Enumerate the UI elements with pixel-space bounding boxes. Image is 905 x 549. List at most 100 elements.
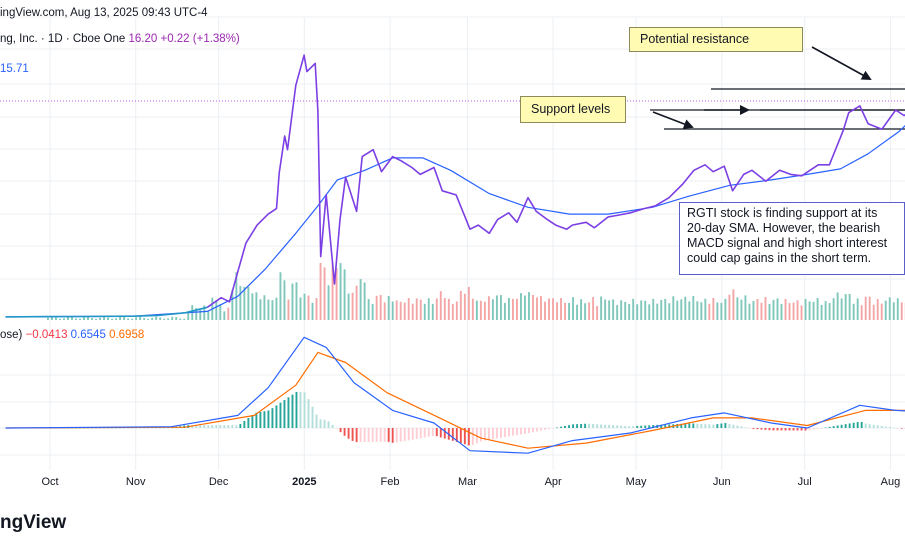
macd-histogram-bar xyxy=(760,428,763,430)
macd-histogram-bar xyxy=(620,425,623,428)
volume-bar xyxy=(700,302,703,320)
x-tick-label: Mar xyxy=(458,476,477,488)
macd-histogram-bar xyxy=(664,424,667,428)
volume-bar xyxy=(892,302,895,320)
volume-bar xyxy=(195,307,198,320)
macd-histogram-bar xyxy=(552,428,554,429)
volume-bar xyxy=(744,295,747,320)
macd-histogram-bar xyxy=(676,424,679,428)
volume-bar xyxy=(107,317,110,320)
macd-label: ose) xyxy=(0,329,23,341)
volume-bar xyxy=(792,302,795,320)
volume-bar xyxy=(552,298,554,320)
macd-histogram-bar xyxy=(463,428,466,445)
volume-bar xyxy=(560,298,562,320)
volume-bar xyxy=(319,263,322,320)
volume-bar xyxy=(215,300,218,320)
macd-histogram-bar xyxy=(407,428,410,441)
macd-histogram-bar xyxy=(768,428,771,431)
volume-bar xyxy=(511,298,514,320)
macd-histogram-bar xyxy=(872,424,875,428)
volume-bar xyxy=(868,296,871,320)
volume-bar xyxy=(399,301,402,320)
signal-line-value: 0.6958 xyxy=(109,329,145,341)
macd-histogram-bar xyxy=(816,428,819,429)
volume-bar xyxy=(896,298,899,320)
volume-bar xyxy=(83,317,85,320)
volume-bar xyxy=(572,297,575,320)
macd-histogram-bar xyxy=(852,422,855,428)
volume-bar xyxy=(483,301,486,320)
volume-bar xyxy=(267,299,270,320)
macd-histogram-bar xyxy=(235,425,238,428)
macd-histogram-bar xyxy=(844,424,847,428)
signal-line xyxy=(5,351,905,449)
volume-bar xyxy=(287,299,290,320)
macd-histogram-bar xyxy=(275,405,278,428)
macd-histogram-bar xyxy=(479,428,482,442)
price-grid xyxy=(0,16,905,470)
volume-bar xyxy=(752,300,755,320)
volume-bar xyxy=(379,295,382,320)
symbol-line: ng, Inc. · 1D · Cboe One xyxy=(0,33,126,45)
macd-histogram-bar xyxy=(888,427,891,428)
macd-histogram-bar xyxy=(291,394,294,428)
volume-bar xyxy=(447,298,450,320)
volume-bar xyxy=(716,302,719,320)
macd-histogram-bar xyxy=(728,423,731,428)
macd-histogram-bar xyxy=(203,425,206,428)
volume-bar xyxy=(520,293,522,320)
volume-bar xyxy=(524,295,526,320)
volume-bar xyxy=(207,311,210,320)
price-line xyxy=(206,54,905,308)
macd-histogram-bar xyxy=(812,428,815,430)
volume-bar xyxy=(259,299,262,320)
volume-bar xyxy=(624,301,627,320)
macd-histogram-bar xyxy=(668,424,671,428)
macd-histogram-bar xyxy=(451,428,454,441)
macd-histogram-bar xyxy=(331,424,334,428)
macd-histogram-bar xyxy=(387,428,390,442)
x-tick-label: May xyxy=(626,476,647,488)
macd-histogram-bar xyxy=(880,425,883,428)
macd-histogram-bar xyxy=(507,428,510,437)
macd-histogram-bar xyxy=(588,423,591,428)
volume-bar xyxy=(804,298,807,320)
volume-bar xyxy=(243,286,246,320)
volume-bar xyxy=(608,300,611,320)
macd-histogram-bar xyxy=(900,428,903,429)
volume-bar xyxy=(175,317,178,320)
volume-bar xyxy=(115,318,118,320)
macd-histogram-bar xyxy=(748,428,751,429)
volume-bar xyxy=(736,297,739,320)
macd-histogram-bar xyxy=(335,428,338,429)
volume-bar xyxy=(491,299,494,320)
macd-histogram-bar xyxy=(708,424,711,428)
macd-histogram-bar xyxy=(640,425,643,428)
volume-bar xyxy=(335,267,338,320)
macd-histogram-bar xyxy=(716,424,719,428)
volume-bar xyxy=(612,299,615,320)
x-tick-label: Jun xyxy=(713,476,731,488)
x-tick-label: Apr xyxy=(545,476,562,488)
volume-bar xyxy=(828,303,831,320)
macd-histogram-bar xyxy=(491,428,494,440)
macd-histogram-bar xyxy=(584,423,587,428)
volume-bar xyxy=(419,299,422,320)
volume-bar xyxy=(155,316,158,320)
macd-histogram-bar xyxy=(411,428,414,440)
volume-bar xyxy=(712,297,715,320)
volume-bar xyxy=(784,298,787,320)
macd-histogram-bar xyxy=(395,428,398,443)
volume-bar xyxy=(139,316,142,320)
macd-histogram-bar xyxy=(455,428,458,442)
volume-bar xyxy=(772,299,775,320)
macd-histogram-bar xyxy=(632,426,635,428)
macd-histogram-bar xyxy=(471,428,474,446)
volume-bar xyxy=(187,312,190,320)
macd-histogram-bar xyxy=(371,428,374,442)
macd-histogram-bar xyxy=(556,427,558,429)
volume-bar xyxy=(227,307,230,320)
macd-histogram-bar xyxy=(299,392,302,428)
volume-bar xyxy=(431,303,434,320)
